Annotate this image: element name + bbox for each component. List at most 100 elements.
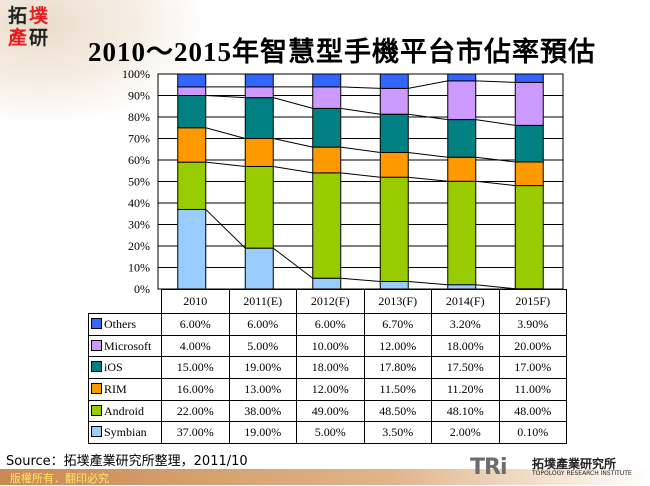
bar-segment-android [245, 166, 273, 248]
data-label: 16.00% [162, 379, 230, 401]
y-tick-label: 50% [128, 175, 150, 189]
legend-entry: Others [89, 314, 162, 336]
bar-segment-android [448, 181, 476, 284]
y-tick-label: 60% [128, 153, 150, 167]
data-label: 48.10% [432, 400, 500, 422]
legend-entry: Android [89, 400, 162, 422]
data-label: 18.00% [297, 357, 365, 379]
data-label: 6.70% [364, 314, 432, 336]
bar-segment-microsoft [178, 87, 206, 96]
bar-segment-microsoft [380, 88, 408, 114]
bar-segment-rim [245, 139, 273, 167]
data-label: 6.00% [162, 314, 230, 336]
bar-segment-symbian [380, 281, 408, 289]
y-tick-label: 20% [128, 239, 150, 253]
series-name: Android [104, 404, 144, 418]
data-label: 0.10% [499, 422, 567, 444]
data-label: 19.00% [229, 422, 297, 444]
series-name: iOS [104, 360, 123, 374]
bar-segment-symbian [178, 209, 206, 289]
bar-segment-ios [245, 98, 273, 139]
series-name: RIM [104, 382, 127, 396]
x-category-label: 2014(F) [432, 290, 500, 314]
bar-segment-android [380, 177, 408, 281]
bar-segment-others [178, 74, 206, 87]
x-category-label: 2012(F) [297, 290, 365, 314]
bar-segment-microsoft [515, 82, 543, 125]
data-label: 18.00% [432, 335, 500, 357]
y-tick-label: 70% [128, 132, 150, 146]
data-label: 5.00% [229, 335, 297, 357]
source-note: Source：拓墣產業研究所整理，2011/10 [6, 450, 248, 469]
data-label: 48.50% [364, 400, 432, 422]
data-label: 17.50% [432, 357, 500, 379]
brand-mark: TRi [470, 455, 507, 480]
data-label: 17.00% [499, 357, 567, 379]
bar-segment-microsoft [313, 87, 341, 109]
bar-segment-microsoft [245, 87, 273, 98]
copyright-text: 版權所有．翻印必究 [10, 470, 109, 486]
x-category-label: 2013(F) [364, 290, 432, 314]
data-label: 17.80% [364, 357, 432, 379]
brand-name-en: TOPOLOGY RESEARCH INSTITUTE [532, 470, 632, 477]
data-label: 38.00% [229, 400, 297, 422]
bar-segment-others [380, 74, 408, 88]
legend-swatch [91, 340, 102, 351]
legend-swatch [91, 361, 102, 372]
bar-segment-rim [380, 152, 408, 177]
bar-segment-android [178, 162, 206, 209]
legend-entry: Symbian [89, 422, 162, 444]
bar-segment-others [313, 74, 341, 87]
data-label: 5.00% [297, 422, 365, 444]
bar-segment-rim [515, 162, 543, 186]
bar-segment-ios [515, 125, 543, 162]
bar-segment-ios [313, 108, 341, 147]
legend-swatch [91, 426, 102, 437]
y-tick-label: 80% [128, 110, 150, 124]
data-label: 20.00% [499, 335, 567, 357]
y-tick-label: 40% [128, 196, 150, 210]
data-label: 6.00% [229, 314, 297, 336]
bar-segment-symbian [313, 278, 341, 289]
x-category-label: 2011(E) [229, 290, 297, 314]
data-label: 10.00% [297, 335, 365, 357]
legend-swatch [91, 383, 102, 394]
data-label: 22.00% [162, 400, 230, 422]
legend-entry: Microsoft [89, 335, 162, 357]
bar-segment-rim [448, 157, 476, 181]
data-label: 11.20% [432, 379, 500, 401]
y-tick-label: 10% [128, 261, 150, 275]
bar-segment-others [448, 74, 476, 81]
y-tick-label: 100% [122, 67, 150, 81]
bar-segment-rim [178, 128, 206, 162]
data-label: 13.00% [229, 379, 297, 401]
bar-segment-symbian [245, 248, 273, 289]
bar-segment-others [515, 74, 543, 82]
y-tick-label: 30% [128, 218, 150, 232]
series-name: Others [104, 317, 136, 331]
data-label: 6.00% [297, 314, 365, 336]
data-label: 12.00% [297, 379, 365, 401]
legend-entry: RIM [89, 379, 162, 401]
bar-segment-android [515, 186, 543, 289]
bar-segment-android [313, 173, 341, 278]
data-label: 48.00% [499, 400, 567, 422]
data-label: 3.50% [364, 422, 432, 444]
table-row: RIM 16.00%13.00%12.00%11.50%11.20%11.00% [89, 379, 567, 401]
legend-entry: iOS [89, 357, 162, 379]
bar-segment-ios [448, 120, 476, 158]
bar-segment-microsoft [448, 81, 476, 120]
data-label: 11.50% [364, 379, 432, 401]
data-label: 11.00% [499, 379, 567, 401]
series-name: Microsoft [104, 339, 151, 353]
data-label: 3.90% [499, 314, 567, 336]
x-category-label: 2010 [162, 290, 230, 314]
data-label: 4.00% [162, 335, 230, 357]
data-label: 15.00% [162, 357, 230, 379]
